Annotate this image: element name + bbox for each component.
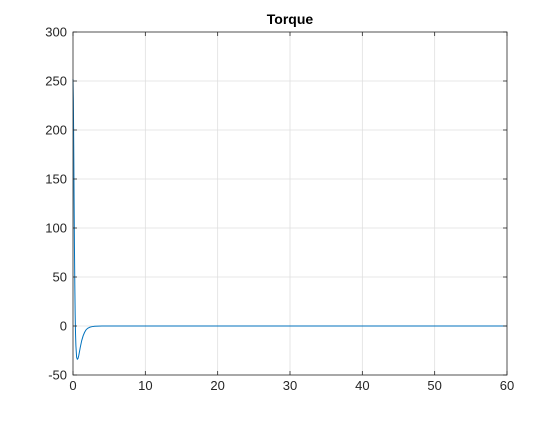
x-tick-labels: 0 10 20 30 40 50 60 [69, 378, 514, 393]
y-tick-label: 150 [45, 172, 67, 187]
x-tick-label: 20 [210, 378, 224, 393]
y-tick-label: 200 [45, 123, 67, 138]
y-tick-label: 250 [45, 74, 67, 89]
x-tick-label: 10 [138, 378, 152, 393]
x-tick-label: 30 [283, 378, 297, 393]
torque-series-line [72, 79, 507, 360]
x-tick-label: 60 [500, 378, 514, 393]
y-tick-label: -50 [48, 368, 67, 383]
y-tick-label: 50 [53, 270, 67, 285]
y-tick-label: 0 [60, 319, 67, 334]
x-tick-label: 0 [69, 378, 76, 393]
x-tick-label: 50 [427, 378, 441, 393]
y-tick-labels: -50 0 50 100 150 200 250 300 [45, 25, 67, 383]
y-tick-label: 100 [45, 221, 67, 236]
series-layer [72, 79, 507, 360]
grid-lines [73, 32, 507, 375]
chart-title: Torque [267, 11, 314, 27]
x-tick-label: 40 [355, 378, 369, 393]
tick-marks [72, 31, 508, 376]
y-tick-label: 300 [45, 25, 67, 40]
